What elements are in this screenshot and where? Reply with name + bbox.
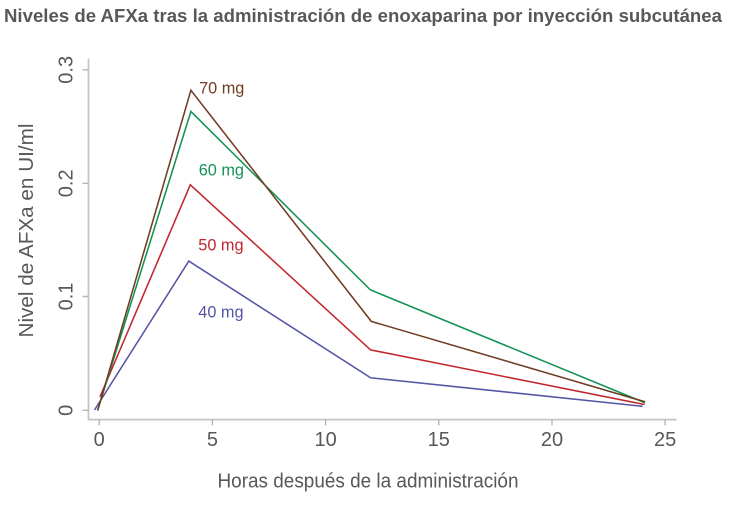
svg-text:25: 25 <box>654 429 676 451</box>
svg-text:5: 5 <box>207 429 218 451</box>
svg-text:20: 20 <box>541 429 563 451</box>
svg-text:50 mg: 50 mg <box>198 236 243 254</box>
svg-text:0.1: 0.1 <box>56 283 78 311</box>
svg-text:Horas después de la administra: Horas después de la administración <box>218 471 519 493</box>
svg-text:0: 0 <box>94 429 105 451</box>
svg-text:60 mg: 60 mg <box>199 161 244 179</box>
svg-text:Nivel de AFXa en UI/ml: Nivel de AFXa en UI/ml <box>16 124 38 338</box>
svg-text:0: 0 <box>56 405 78 416</box>
svg-text:70 mg: 70 mg <box>199 80 244 98</box>
svg-text:15: 15 <box>428 429 450 451</box>
svg-text:40 mg: 40 mg <box>198 304 243 322</box>
svg-text:10: 10 <box>314 429 336 451</box>
svg-text:0.3: 0.3 <box>56 56 78 84</box>
svg-text:0.2: 0.2 <box>56 169 78 197</box>
svg-text:Niveles de AFXa tras la admini: Niveles de AFXa tras la administración d… <box>4 6 723 26</box>
